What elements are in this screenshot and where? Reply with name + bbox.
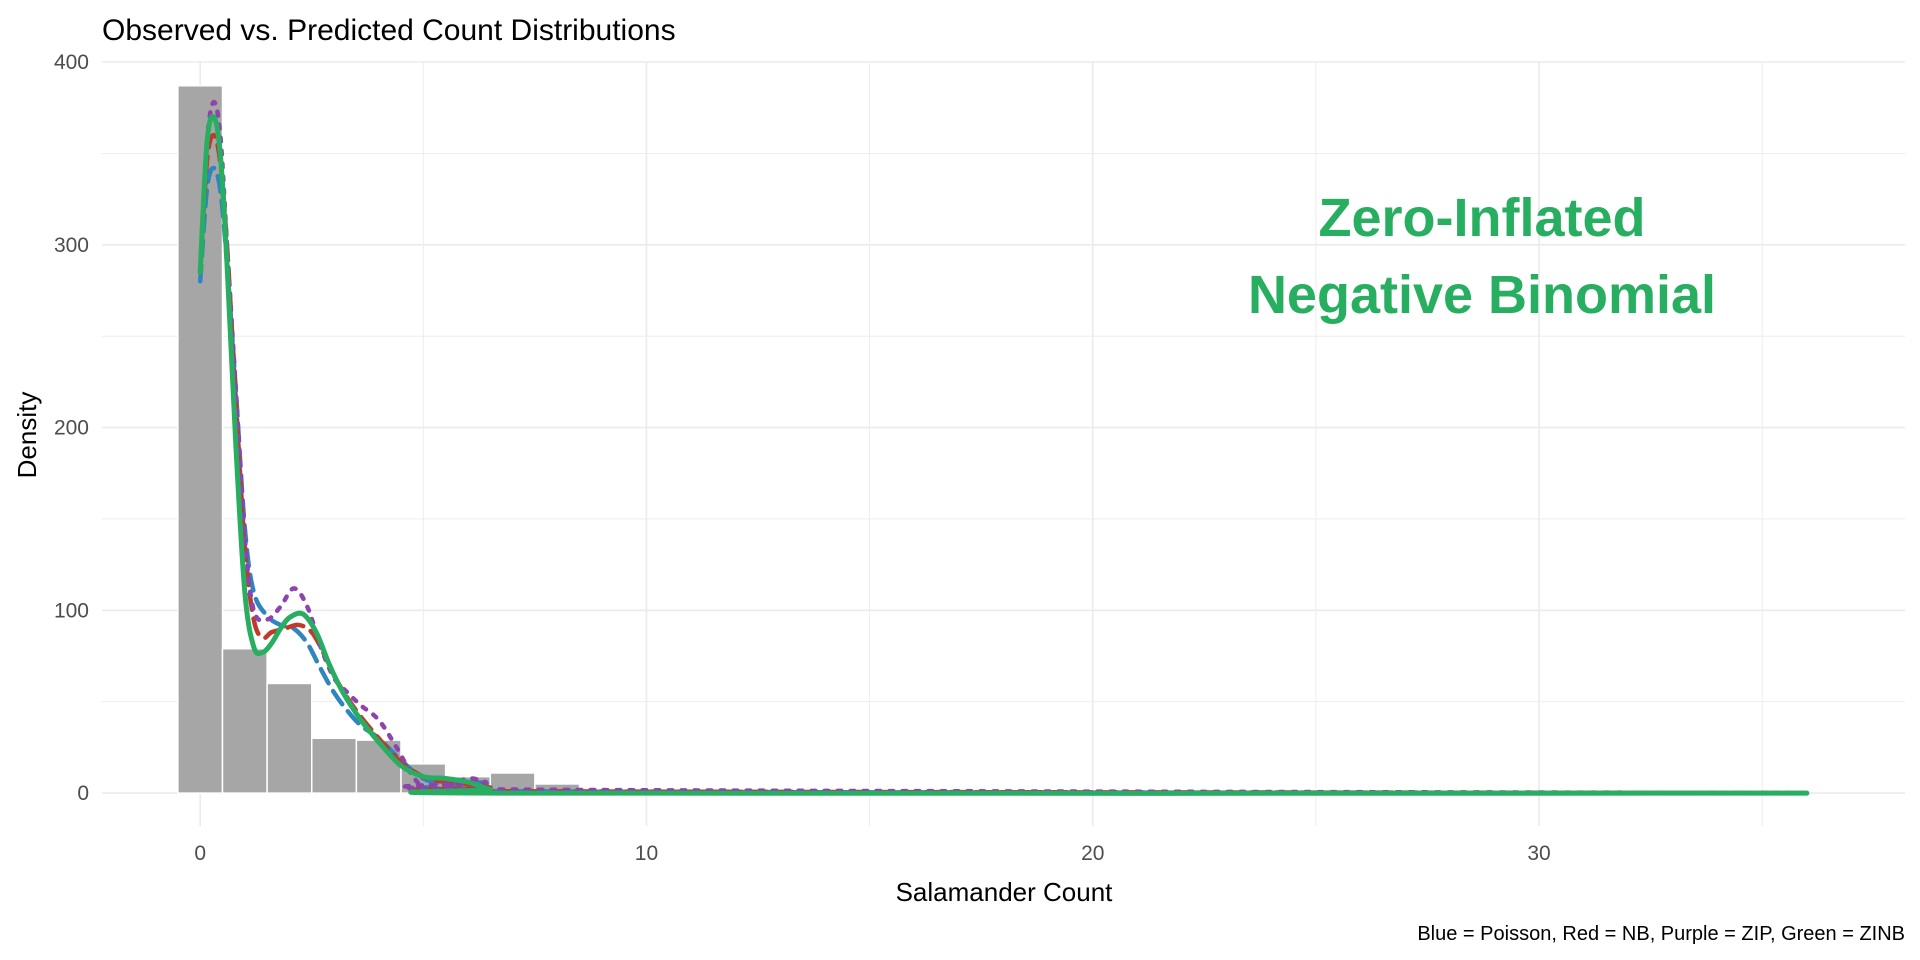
x-tick-label: 10 [635,842,658,865]
y-tick-label: 0 [77,782,89,805]
y-tick-label: 300 [54,234,89,257]
bars [177,85,715,794]
histogram-bar [177,85,224,794]
chart-caption: Blue = Poisson, Red = NB, Purple = ZIP, … [1417,923,1905,945]
x-tick-labels: 0 10 20 30 [194,842,1550,865]
histogram-bar [355,739,402,794]
density-line-poisson [197,165,1810,796]
y-axis-title: Density [12,392,42,479]
density-line-zinb [197,114,1810,796]
x-axis-title: Salamander Count [896,877,1114,907]
x-tick-label: 0 [194,842,206,865]
density-lines [197,99,1810,796]
annotation-line-2: Negative Binomial [1248,265,1716,325]
annotation-line-1: Zero-Inflated [1318,188,1645,248]
chart-title: Observed vs. Predicted Count Distributio… [102,14,676,47]
histogram-bar [266,682,313,794]
y-tick-labels: 0 100 200 300 400 [54,51,89,805]
histogram-bar [311,737,358,794]
histogram-bar [221,647,268,794]
y-tick-label: 200 [54,417,89,440]
x-tick-label: 20 [1081,842,1104,865]
y-tick-label: 400 [54,51,89,74]
y-tick-label: 100 [54,599,89,622]
grid [102,61,1905,826]
x-tick-label: 30 [1527,842,1550,865]
